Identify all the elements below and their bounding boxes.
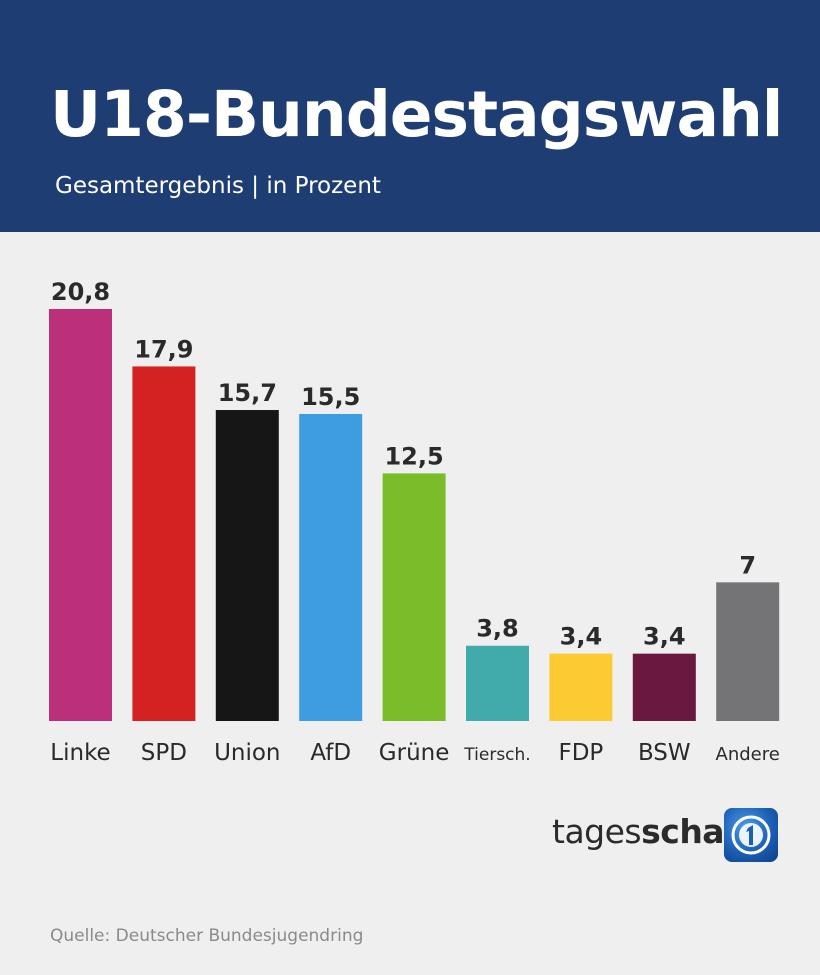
value-label: 3,4	[560, 623, 603, 651]
bar-bsw	[632, 653, 696, 721]
tagesschau-wordmark: tagesschau	[552, 812, 748, 851]
bar-grüne	[382, 473, 446, 721]
value-label: 15,5	[301, 383, 360, 411]
chart-subtitle: Gesamtergebnis | in Prozent	[55, 173, 381, 199]
category-label: SPD	[141, 740, 187, 766]
value-label: 17,9	[134, 335, 193, 363]
source-note: Quelle: Deutscher Bundesjugendring	[50, 926, 364, 946]
category-label: Union	[214, 740, 280, 766]
category-label: Grüne	[379, 740, 450, 766]
value-label: 15,7	[218, 379, 277, 407]
bar-chart: 20,8 Linke 17,9 SPD 15,7 Union 15,5 AfD 12,5 Grün…	[49, 278, 780, 766]
value-label: 3,8	[476, 615, 519, 643]
value-label: 12,5	[384, 442, 443, 470]
bar-union	[215, 410, 279, 721]
category-label: AfD	[310, 740, 351, 766]
value-label: 3,4	[643, 623, 686, 651]
category-label: Andere	[716, 744, 780, 765]
value-label: 7	[739, 551, 756, 579]
bar-fdp	[549, 653, 613, 721]
bar-tiersch	[466, 645, 529, 721]
bar-afd	[299, 413, 363, 721]
bar-andere	[716, 582, 780, 721]
category-label: BSW	[638, 740, 691, 766]
bar-linke	[49, 309, 112, 721]
header-banner: U18-Bundestagswahl Gesamtergebnis | in P…	[0, 0, 820, 232]
brand-name-light: tages	[552, 812, 642, 851]
category-label: Tiersch.	[463, 745, 530, 765]
tagesschau-logo-icon	[724, 808, 778, 862]
category-label: FDP	[558, 740, 603, 766]
bar-spd	[132, 366, 196, 721]
value-label: 20,8	[51, 278, 110, 306]
chart-title: U18-Bundestagswahl	[50, 78, 783, 151]
category-label: Linke	[50, 740, 110, 766]
